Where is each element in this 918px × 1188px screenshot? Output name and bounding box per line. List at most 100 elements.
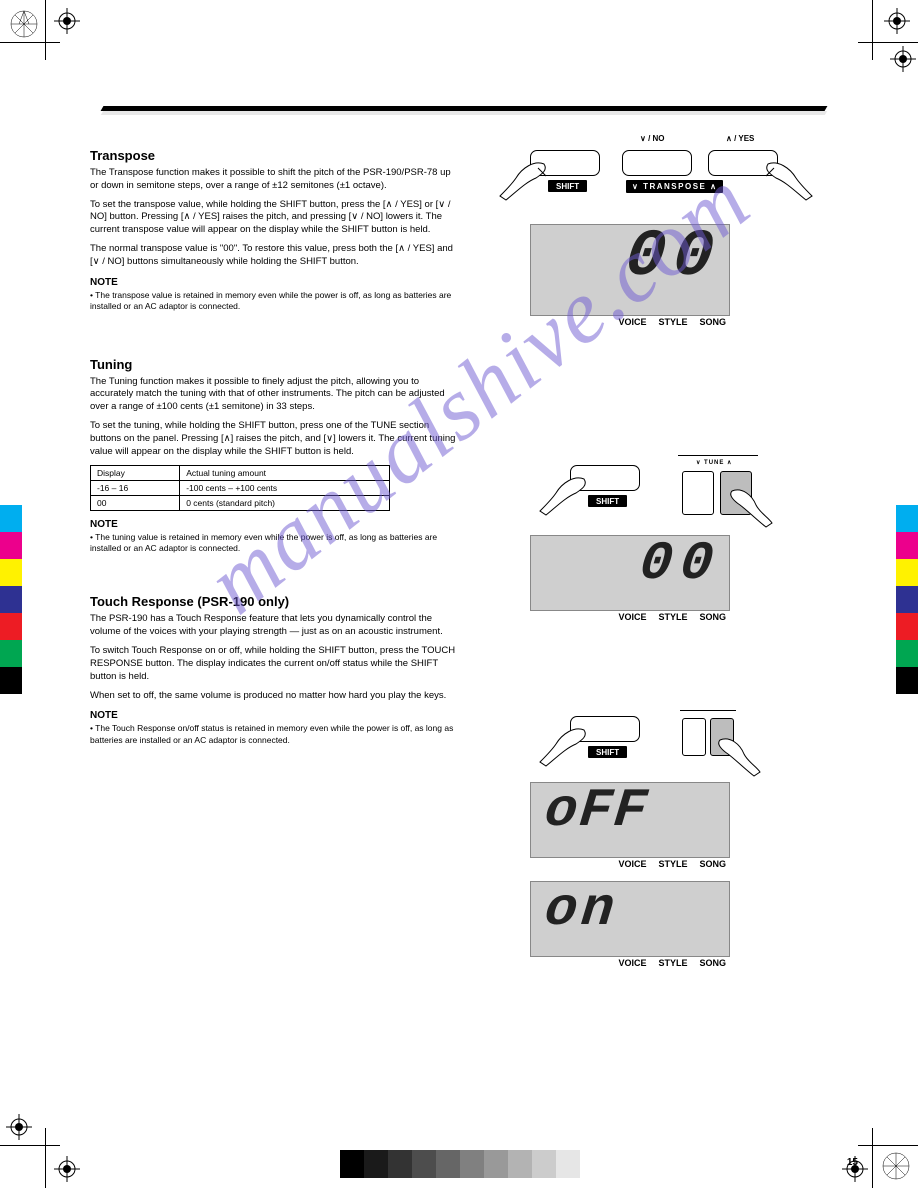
swatch [896,586,918,613]
tune-down-button[interactable] [682,471,714,515]
section-title-transpose: Transpose [90,148,460,163]
label-song: SONG [699,612,726,622]
regmark-cross-tr [884,8,910,34]
table-cell: 0 cents (standard pitch) [180,495,390,510]
label-voice: VOICE [618,612,646,622]
crop-line [872,0,873,60]
table-header: Display [91,465,180,480]
regmark-cross-tr2 [890,46,916,72]
note-text: • The transpose value is retained in mem… [90,290,460,313]
rule [678,455,758,456]
section-title-touch: Touch Response (PSR-190 only) [90,594,460,609]
label-style: STYLE [658,958,687,968]
label-voice: VOICE [618,859,646,869]
illus-tune: SHIFT ∨ TUNE ∧ [510,449,810,529]
swatch [896,667,918,694]
swatch [556,1150,580,1178]
body-text: To set the tuning, while holding the SHI… [90,420,460,458]
lcd-labels: VOICE STYLE SONG [530,859,730,869]
body-text: The normal transpose value is "00". To r… [90,243,460,269]
regmark-cross-bl2 [54,1156,80,1182]
crop-line [858,1145,918,1146]
body-text: When set to off, the same volume is prod… [90,690,460,703]
label-voice: VOICE [618,958,646,968]
swatch [508,1150,532,1178]
swatch [0,505,22,532]
hand-icon [756,156,816,206]
crop-line [45,1128,46,1188]
illus-transpose: ∨ / NO ∧ / YES SHIFT ∨ TRANSPOSE ∧ [510,134,810,218]
rule [680,710,736,711]
swatch [0,532,22,559]
colorbar-left [0,505,22,694]
lcd-display: on [530,881,730,957]
body-text: To switch Touch Response on or off, whil… [90,645,460,683]
label-no: ∨ / NO [640,134,665,143]
note-head: NOTE [90,277,460,288]
illus-touch: SHIFT [510,704,810,776]
page-content: Transpose The Transpose function makes i… [90,100,828,1100]
label-style: STYLE [658,317,687,327]
swatch [0,559,22,586]
crop-line [872,1128,873,1188]
swatch [340,1150,364,1178]
swatch [412,1150,436,1178]
swatch [0,640,22,667]
swatch [896,532,918,559]
swatch [460,1150,484,1178]
lcd-display: 00 [530,224,730,316]
hand-icon [708,734,764,780]
label-voice: VOICE [618,317,646,327]
note-head: NOTE [90,519,460,530]
swatch [896,640,918,667]
header-rule [90,100,828,116]
section-title-tuning: Tuning [90,357,460,372]
label-style: STYLE [658,859,687,869]
swatch [484,1150,508,1178]
label-tune: ∨ TUNE ∧ [696,459,732,466]
crop-line [0,1145,60,1146]
table-cell: 00 [91,495,180,510]
table-cell: -16 – 16 [91,480,180,495]
note-text: • The Touch Response on/off status is re… [90,723,460,746]
right-column: ∨ / NO ∧ / YES SHIFT ∨ TRANSPOSE ∧ 00 VO… [490,134,810,980]
swatch [436,1150,460,1178]
regmark-cross-tl [54,8,80,34]
left-column: Transpose The Transpose function makes i… [90,134,460,980]
crop-line [858,42,918,43]
colorbar-right [896,505,918,694]
lcd-labels: VOICE STYLE SONG [530,958,730,968]
hand-icon [496,156,556,206]
swatch [388,1150,412,1178]
grayscale-bar [340,1150,580,1178]
note-head: NOTE [90,710,460,721]
label-transpose: ∨ TRANSPOSE ∧ [626,180,723,193]
swatch [896,613,918,640]
table-header: Actual tuning amount [180,465,390,480]
hand-icon [720,485,776,531]
hand-icon [536,722,596,772]
label-song: SONG [699,958,726,968]
hand-icon [536,471,596,521]
lcd-value: on [542,880,621,941]
touch-button-a[interactable] [682,718,706,756]
lcd-value: 00 [622,219,725,294]
label-yes: ∧ / YES [726,134,754,143]
swatch [0,613,22,640]
lcd-display: 00 [530,535,730,611]
page-number: 15 [847,1157,858,1168]
label-song: SONG [699,317,726,327]
swatch [896,559,918,586]
regmark-radial-tl [8,8,40,40]
regmark-cross-bl [6,1114,32,1140]
body-text: The PSR-190 has a Touch Response feature… [90,613,460,639]
crop-line [0,42,60,43]
body-text: To set the transpose value, while holdin… [90,199,460,237]
lcd-display: oFF [530,782,730,858]
tuning-table: Display Actual tuning amount -16 – 16 -1… [90,465,390,511]
swatch [532,1150,556,1178]
lcd-labels: VOICE STYLE SONG [530,317,730,327]
no-button[interactable] [622,150,692,176]
lcd-value: oFF [542,781,652,842]
crop-line [45,0,46,60]
